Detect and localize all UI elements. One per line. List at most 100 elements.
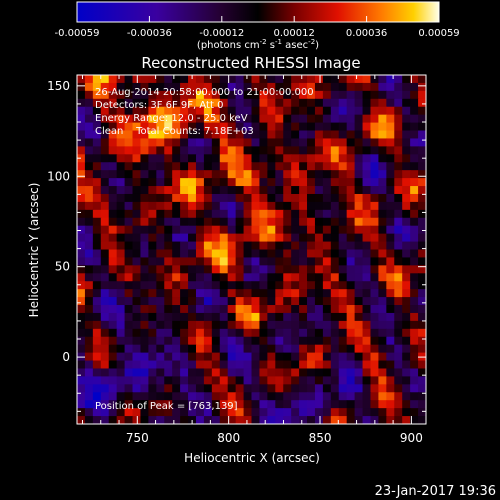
heatmap-cell bbox=[354, 217, 364, 227]
heatmap-cell bbox=[124, 217, 134, 227]
heatmap-cell bbox=[410, 312, 419, 322]
heatmap-cell bbox=[203, 130, 213, 140]
heatmap-cell bbox=[156, 241, 165, 251]
heatmap-cell bbox=[100, 281, 110, 290]
heatmap-cell bbox=[251, 75, 261, 84]
heatmap-cell bbox=[299, 392, 308, 401]
heatmap-cell bbox=[410, 273, 419, 282]
heatmap-cell bbox=[251, 154, 261, 163]
heatmap-cell bbox=[314, 408, 324, 417]
heatmap-cell bbox=[124, 82, 134, 92]
heatmap-cell bbox=[211, 368, 221, 378]
heatmap-cell bbox=[140, 90, 149, 100]
heatmap-cell bbox=[386, 352, 395, 362]
heatmap-cell bbox=[299, 106, 308, 116]
heatmap-cell bbox=[299, 328, 308, 338]
heatmap-cell bbox=[378, 162, 387, 171]
heatmap-cell bbox=[100, 75, 110, 84]
heatmap-cell bbox=[410, 368, 419, 378]
heatmap-cell bbox=[251, 217, 261, 227]
heatmap-cell bbox=[132, 328, 142, 338]
heatmap-cell bbox=[307, 138, 316, 147]
heatmap-cell bbox=[275, 98, 284, 108]
heatmap-cell bbox=[378, 170, 387, 179]
colorbar-tick-label: 0.00036 bbox=[346, 28, 387, 39]
heatmap-cell bbox=[346, 257, 356, 266]
heatmap-cell bbox=[227, 368, 237, 378]
heatmap-cell bbox=[77, 170, 86, 179]
heatmap-cell bbox=[394, 376, 403, 385]
heatmap-cell bbox=[116, 122, 126, 132]
heatmap-cell bbox=[267, 170, 276, 179]
heatmap-cell bbox=[370, 320, 380, 330]
heatmap-cell bbox=[195, 328, 205, 338]
heatmap-cell bbox=[291, 384, 300, 393]
heatmap-cell bbox=[283, 98, 292, 108]
heatmap-cell bbox=[235, 384, 245, 393]
heatmap-cell bbox=[84, 130, 94, 140]
heatmap-cell bbox=[219, 98, 229, 108]
heatmap-cell bbox=[203, 384, 213, 393]
heatmap-cell bbox=[235, 146, 245, 155]
heatmap-cell bbox=[116, 257, 126, 266]
heatmap-cell bbox=[108, 154, 118, 163]
heatmap-cell bbox=[283, 297, 292, 306]
heatmap-cell bbox=[219, 336, 229, 346]
heatmap-cell bbox=[410, 209, 419, 219]
heatmap-cell bbox=[386, 217, 395, 227]
heatmap-cell bbox=[291, 82, 300, 92]
heatmap-cell bbox=[92, 217, 102, 227]
heatmap-cell bbox=[195, 154, 205, 163]
heatmap-cell bbox=[275, 241, 284, 251]
heatmap-cell bbox=[330, 209, 340, 219]
heatmap-cell bbox=[362, 400, 372, 409]
heatmap-cell bbox=[259, 408, 268, 417]
heatmap-cell bbox=[172, 90, 181, 100]
heatmap-cell bbox=[148, 225, 157, 235]
heatmap-cell bbox=[283, 320, 292, 330]
heatmap-cell bbox=[378, 82, 387, 92]
heatmap-cell bbox=[362, 281, 372, 290]
heatmap-cell bbox=[410, 193, 419, 203]
heatmap-cell bbox=[140, 98, 149, 108]
heatmap-cell bbox=[267, 384, 276, 393]
heatmap-cell bbox=[283, 130, 292, 140]
heatmap-cell bbox=[132, 217, 142, 227]
heatmap-cell bbox=[267, 186, 276, 195]
heatmap-cell bbox=[84, 281, 94, 290]
heatmap-cell bbox=[418, 146, 426, 155]
heatmap-cell bbox=[338, 138, 348, 147]
heatmap-cell bbox=[243, 122, 253, 132]
heatmap-cell bbox=[291, 416, 300, 424]
heatmap-cell bbox=[219, 122, 229, 132]
heatmap-cell bbox=[219, 257, 229, 266]
heatmap-cell bbox=[418, 328, 426, 338]
heatmap-cell bbox=[330, 352, 340, 362]
heatmap-cell bbox=[92, 368, 102, 378]
heatmap-cell bbox=[330, 265, 340, 274]
heatmap-cell bbox=[140, 360, 149, 370]
heatmap-cell bbox=[322, 281, 332, 290]
heatmap-cell bbox=[227, 106, 237, 116]
heatmap-cell bbox=[140, 376, 149, 385]
heatmap-cell bbox=[394, 233, 403, 243]
heatmap-cell bbox=[180, 241, 189, 251]
heatmap-cell bbox=[386, 106, 395, 116]
heatmap-cell bbox=[330, 344, 340, 354]
heatmap-cell bbox=[346, 265, 356, 274]
heatmap-cell bbox=[148, 384, 157, 393]
heatmap-cell bbox=[322, 130, 332, 140]
heatmap-cell bbox=[251, 98, 261, 108]
heatmap-cell bbox=[172, 297, 181, 306]
colorbar-tick-label: -0.00059 bbox=[55, 28, 100, 39]
heatmap-cell bbox=[267, 344, 276, 354]
heatmap-cell bbox=[275, 130, 284, 140]
heatmap-cell bbox=[275, 376, 284, 385]
heatmap-cell bbox=[195, 225, 205, 235]
heatmap-cell bbox=[203, 312, 213, 322]
heatmap-cell bbox=[267, 98, 276, 108]
heatmap-cell bbox=[243, 376, 253, 385]
heatmap-cell bbox=[116, 289, 126, 298]
heatmap-cell bbox=[322, 154, 332, 163]
